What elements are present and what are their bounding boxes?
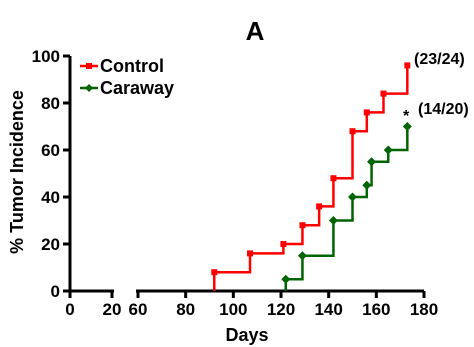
x-tick-label: 80	[176, 300, 195, 319]
x-axis-title: Days	[225, 325, 268, 345]
x-tick-label: 160	[362, 300, 390, 319]
y-tick-label: 0	[51, 282, 60, 301]
series-layer	[211, 62, 412, 291]
panel-title: A	[246, 16, 265, 46]
y-tick-label: 20	[41, 235, 60, 254]
y-tick-label: 60	[41, 141, 60, 160]
axes: 0 20 40 60 80 100 0 20 60 80 100 120 140 160 180	[32, 47, 439, 319]
series-control-point	[280, 241, 287, 247]
series-control-point	[349, 128, 356, 135]
y-axis-title: % Tumor Incidence	[7, 90, 27, 254]
x-tick-label: 20	[103, 300, 122, 319]
x-tick-label: 120	[267, 300, 295, 319]
series-control-point	[404, 62, 411, 69]
series-control-line	[213, 65, 409, 291]
series-control-point	[299, 222, 306, 229]
series-caraway-point	[297, 251, 307, 261]
legend: Control Caraway	[80, 56, 174, 98]
series-control-point	[316, 203, 323, 210]
series-caraway-point	[362, 180, 372, 190]
y-tick-label: 40	[41, 188, 60, 207]
series-control-point	[211, 269, 218, 276]
series-caraway-point	[348, 192, 357, 202]
control-end-label: (23/24)	[414, 51, 465, 68]
series-caraway-point	[402, 122, 412, 131]
series-caraway-point	[383, 145, 393, 155]
series-control-point	[247, 250, 254, 257]
x-tick-label: 180	[410, 300, 438, 319]
series-caraway-point	[328, 216, 338, 225]
series-control-point	[380, 90, 387, 97]
series-control-point	[363, 109, 370, 116]
series-control-point	[330, 175, 337, 182]
legend-control-label: Control	[100, 56, 164, 76]
x-tick-label: 60	[129, 300, 148, 319]
x-tick-label: 0	[65, 300, 74, 319]
series-caraway-line	[284, 126, 409, 291]
legend-control-marker	[86, 63, 92, 69]
x-tick-label: 140	[314, 300, 342, 319]
series-caraway-point	[367, 157, 377, 167]
y-tick-label: 80	[41, 94, 60, 113]
legend-caraway-label: Caraway	[100, 78, 174, 98]
significance-asterisk: *	[403, 108, 410, 125]
x-tick-label: 100	[219, 300, 247, 319]
series-caraway-point	[281, 274, 291, 284]
legend-caraway-marker	[85, 84, 93, 92]
y-tick-label: 100	[32, 47, 60, 66]
caraway-end-label: (14/20)	[418, 101, 469, 118]
